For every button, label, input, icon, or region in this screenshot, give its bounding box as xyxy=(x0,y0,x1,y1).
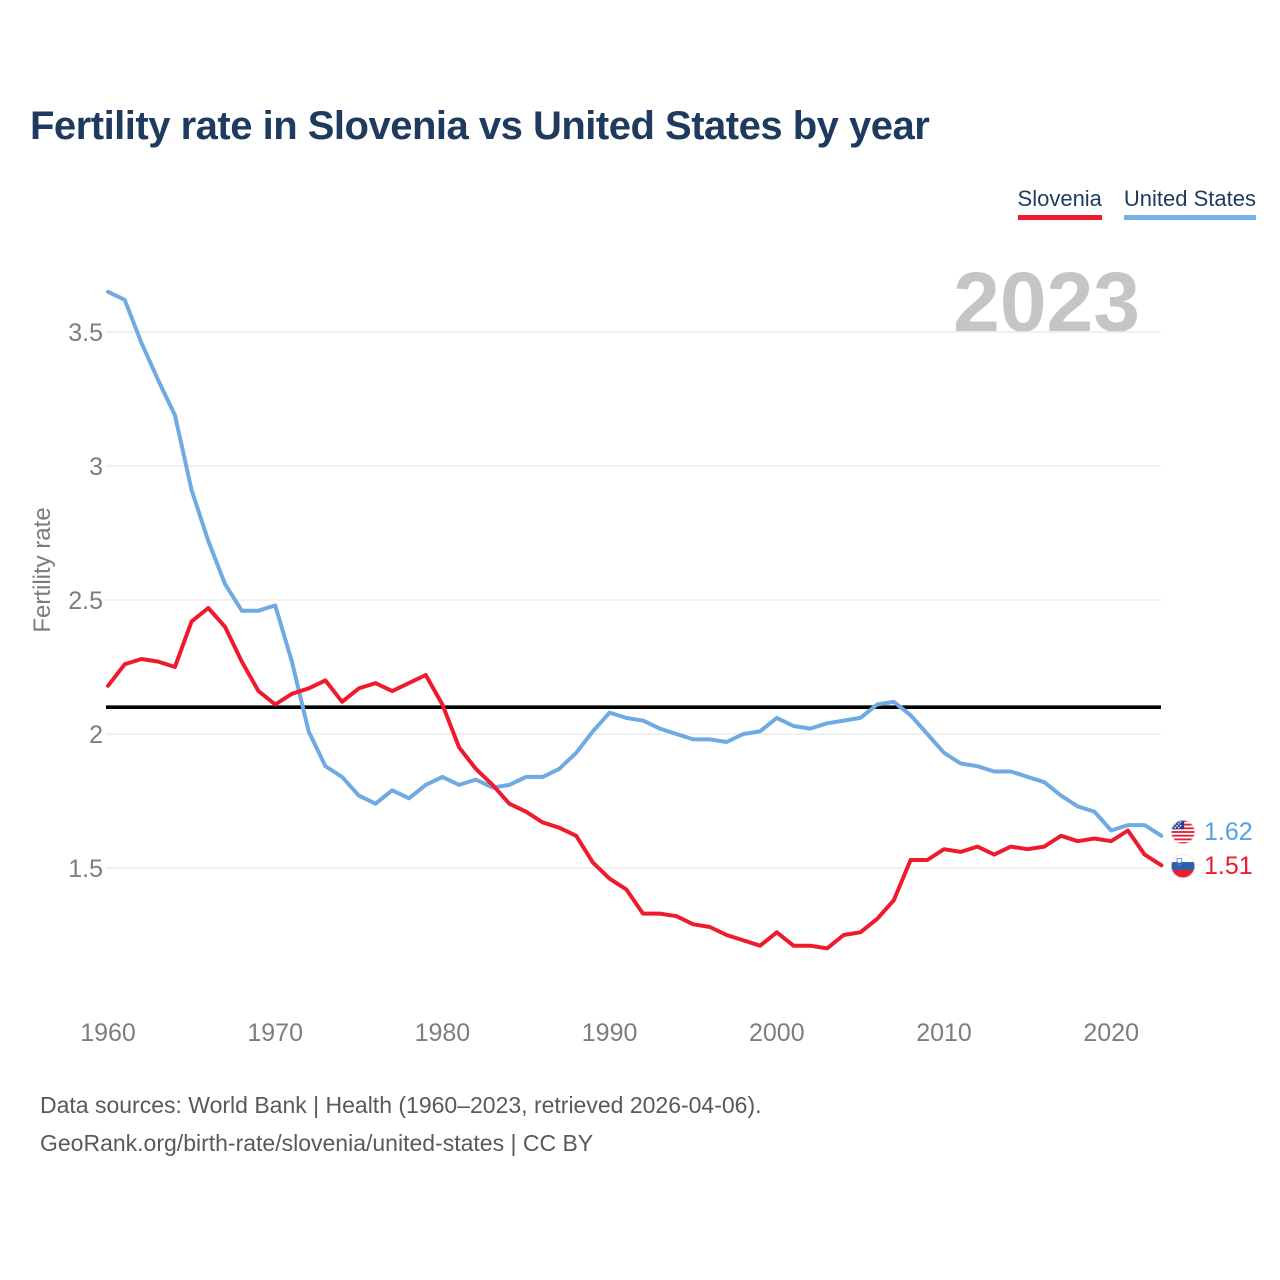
page-title: Fertility rate in Slovenia vs United Sta… xyxy=(30,104,930,148)
y-tick-label: 1.5 xyxy=(68,855,103,883)
data-sources-line: Data sources: World Bank | Health (1960–… xyxy=(40,1092,762,1118)
y-tick-label: 2 xyxy=(89,721,103,749)
x-tick-label: 1980 xyxy=(415,1019,471,1047)
legend-underline-slovenia xyxy=(1017,215,1102,220)
united-states-line xyxy=(106,289,1164,838)
y-tick-label: 3.5 xyxy=(68,319,103,347)
y-tick-label: 3 xyxy=(89,453,103,481)
x-tick-label: 2020 xyxy=(1083,1019,1139,1047)
x-tick-label: 2000 xyxy=(749,1019,805,1047)
legend: Slovenia United States xyxy=(1017,186,1256,220)
legend-item-united-states[interactable]: United States xyxy=(1123,186,1256,220)
slovenia-flag-icon xyxy=(1171,854,1195,878)
legend-underline-united-states xyxy=(1123,215,1256,220)
x-tick-label: 1990 xyxy=(582,1019,638,1047)
legend-label-slovenia: Slovenia xyxy=(1017,186,1102,211)
legend-item-slovenia[interactable]: Slovenia xyxy=(1017,186,1102,220)
x-tick-label: 1960 xyxy=(80,1019,136,1047)
legend-label-united-states: United States xyxy=(1123,186,1256,211)
slovenia-line xyxy=(106,606,1164,951)
end-label-slovenia: 1.51 xyxy=(1171,853,1253,879)
watermark-year: 2023 xyxy=(953,255,1140,349)
end-value-slovenia: 1.51 xyxy=(1204,851,1253,880)
end-value-united-states: 1.62 xyxy=(1204,817,1253,846)
source-url-line: GeoRank.org/birth-rate/slovenia/united-s… xyxy=(40,1130,594,1156)
y-tick-label: 2.5 xyxy=(68,587,103,615)
x-tick-label: 1970 xyxy=(247,1019,303,1047)
us-flag-icon xyxy=(1171,820,1195,844)
end-label-united-states: 1.62 xyxy=(1171,819,1253,845)
x-tick-label: 2010 xyxy=(916,1019,972,1047)
attribution-footer: Data sources: World Bank | Health (1960–… xyxy=(40,1086,762,1162)
